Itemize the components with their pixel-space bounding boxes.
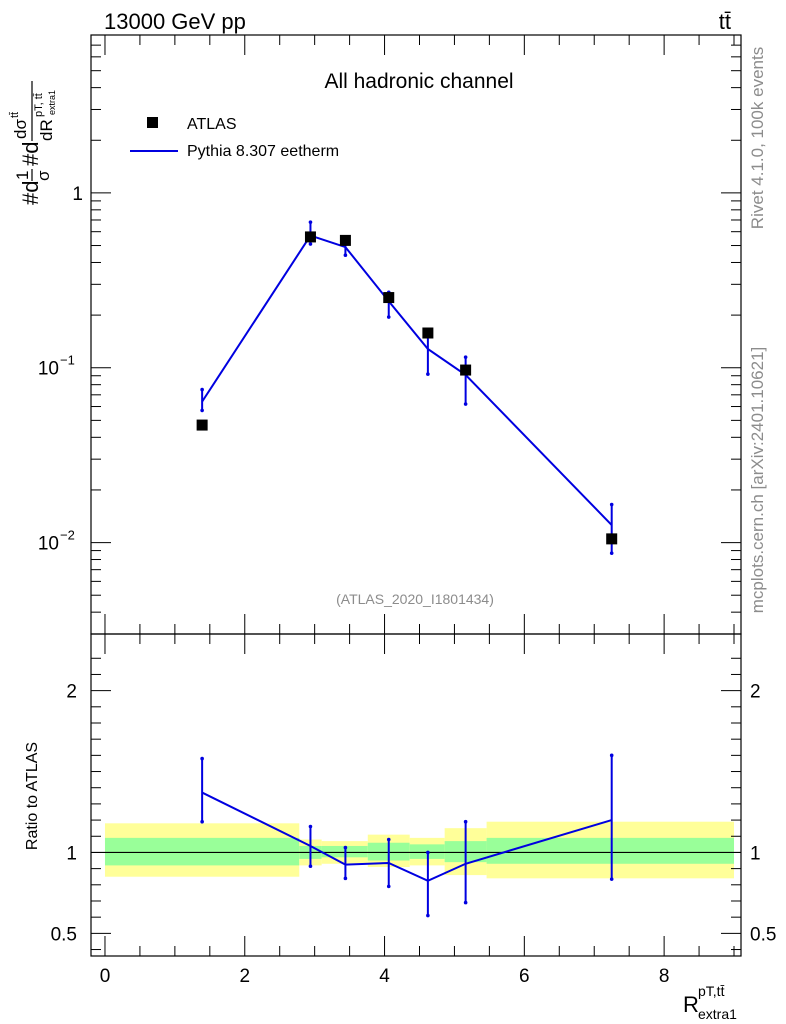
atlas-data-point	[606, 533, 618, 545]
source-label: mcplots.cern.ch [arXiv:2401.10621]	[748, 347, 767, 613]
mc-error-cap	[343, 253, 348, 258]
x-tick-label: 2	[239, 966, 250, 987]
svg-text:#d: #d	[18, 142, 43, 166]
svg-text:dσ: dσ	[11, 119, 30, 139]
ratio-mc-error-cap	[386, 837, 391, 842]
main-axes: 110−110−2	[38, 34, 742, 635]
svg-text:extra1: extra1	[698, 1006, 737, 1022]
mc-error-cap	[200, 387, 204, 392]
mc-error-cap	[386, 315, 391, 319]
rivet-version-label: Rivet 4.1.0, 100k events	[748, 47, 767, 229]
mc-error-cap	[463, 355, 468, 359]
mc-error-cap	[200, 408, 204, 413]
svg-text:pT, tt̄: pT, tt̄	[33, 93, 45, 117]
atlas-data-point	[339, 234, 351, 246]
ratio-y-tick-label-right: 1	[750, 843, 761, 864]
svg-text:extra1: extra1	[47, 90, 57, 115]
svg-text:σ: σ	[34, 170, 53, 181]
x-tick-label: 8	[659, 966, 670, 987]
energy-label: 13000 GeV pp	[104, 9, 246, 34]
svg-text:R: R	[683, 992, 699, 1017]
ratio-mc-error-cap	[343, 845, 348, 850]
ratio-mc-error-cap	[200, 756, 204, 761]
atlas-data-point	[383, 292, 395, 304]
ratio-inner-band	[486, 837, 735, 864]
ratio-mc-error-cap	[308, 824, 313, 829]
ratio-mc-error-cap	[200, 819, 204, 824]
main-y-tick-label: 1	[72, 184, 83, 205]
legend: ATLAS Pythia 8.307 eetherm	[130, 116, 339, 160]
atlas-data-point	[196, 419, 208, 431]
x-tick-label: 4	[379, 966, 390, 987]
main-y-tick-label: 10 −1	[38, 353, 75, 380]
svg-text:dR: dR	[37, 119, 56, 141]
mc-line	[201, 234, 613, 526]
mc-error-cap	[463, 402, 468, 406]
ratio-mc-error-cap	[426, 913, 430, 918]
ratio-y-tick-label-left: 0.5	[51, 924, 77, 945]
legend-atlas-marker	[147, 117, 158, 128]
ratio-axes: 0.5 0.5 1 1 2 2 0 2 4 6 8	[51, 633, 776, 987]
main-y-tick-label-exponent: −1	[60, 353, 75, 368]
ratio-inner-band	[104, 837, 300, 866]
ratio-y-tick-label-right: 0.5	[750, 924, 776, 945]
ratio-mc-error-cap	[609, 753, 614, 758]
ratio-y-tick-label-left: 1	[66, 843, 77, 864]
atlas-data-point	[422, 327, 434, 339]
ratio-mc-error-cap	[463, 819, 468, 824]
ratio-y-tick-label-right: 2	[750, 682, 761, 703]
svg-text:1: 1	[13, 171, 32, 180]
process-label: tt̄	[719, 9, 731, 34]
ratio-frame	[90, 633, 742, 957]
svg-text:pT,tt̄: pT,tt̄	[698, 983, 725, 999]
main-y-tick-label-exponent: −2	[60, 528, 75, 543]
ratio-mc-error-cap	[343, 876, 348, 881]
x-tick-label: 6	[519, 966, 530, 987]
ratio-y-axis-label: Ratio to ATLAS	[24, 742, 41, 850]
atlas-data-point	[460, 364, 472, 376]
mc-error-cap	[609, 551, 614, 555]
analysis-watermark: (ATLAS_2020_I1801434)	[336, 591, 494, 607]
main-y-tick-label: 10 −2	[38, 528, 75, 555]
main-y-tick-label-base: 10	[38, 534, 59, 555]
x-tick-label: 0	[100, 966, 111, 987]
ratio-mc-error-cap	[386, 884, 391, 889]
legend-atlas-label: ATLAS	[187, 116, 237, 133]
ratio-mc-error-cap	[426, 850, 430, 855]
svg-text:#d: #d	[18, 181, 43, 205]
svg-text:tt̄: tt̄	[9, 112, 21, 118]
mc-error-cap	[426, 372, 430, 376]
x-axis-label: R pT,tt̄ extra1	[683, 983, 737, 1022]
ratio-y-tick-label-left: 2	[66, 682, 77, 703]
mc-error-cap	[308, 220, 313, 224]
plot-title: All hadronic channel	[324, 70, 513, 93]
main-y-axis-label: #d 1 σ #d dσ tt̄ dR pT, tt̄ extra1	[9, 81, 57, 205]
ratio-mc-error-cap	[609, 877, 614, 881]
mc-error-cap	[308, 242, 313, 246]
legend-mc-label: Pythia 8.307 eetherm	[187, 143, 339, 160]
main-y-tick-label-base: 10	[38, 359, 59, 380]
atlas-data-point	[304, 231, 316, 243]
ratio-mc-error-cap	[308, 864, 313, 868]
mc-error-cap	[609, 502, 614, 507]
ratio-mc-error-cap	[463, 900, 468, 905]
